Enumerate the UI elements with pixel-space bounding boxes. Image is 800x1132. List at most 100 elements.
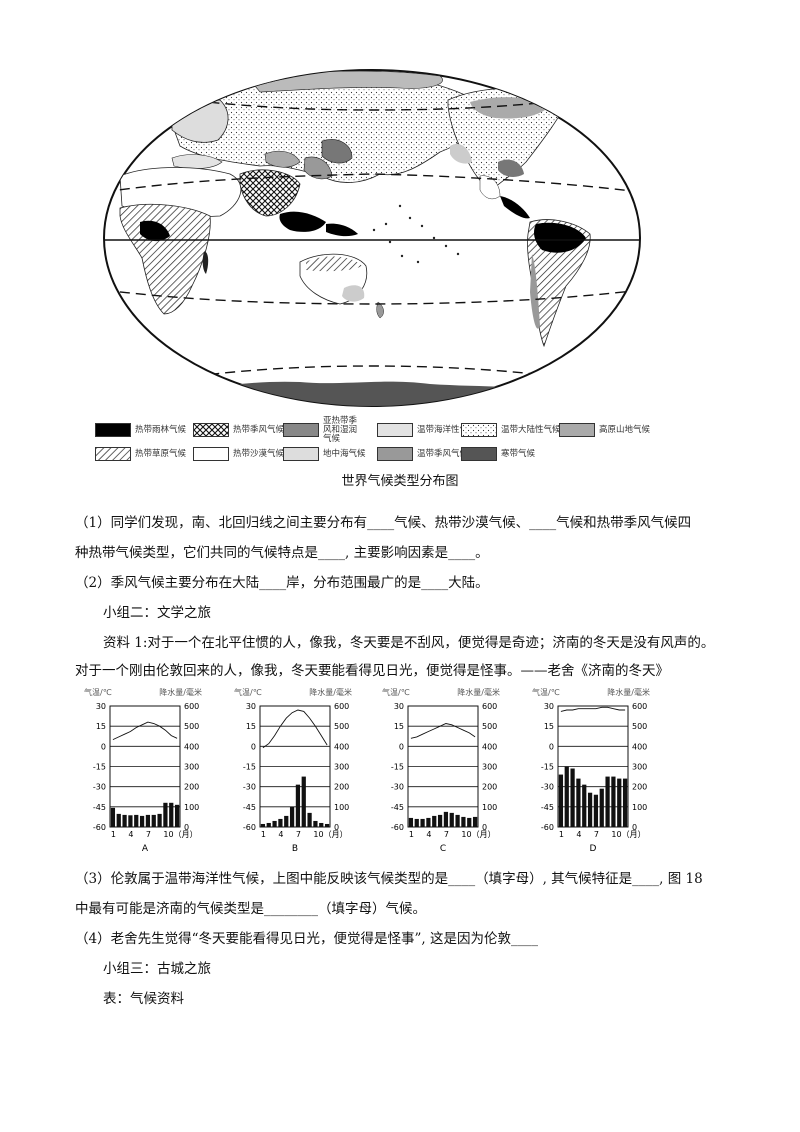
precipitation-bar [437,814,443,827]
precip-axis-title: 降水量/毫米 [309,687,352,697]
precip-tick-label: 100 [632,803,647,812]
temp-tick-label: -15 [243,763,256,772]
precip-tick-label: 200 [184,783,199,792]
legend-label: 热带沙漠气候 [233,448,285,459]
legend-item: 热带季风气候 [193,420,284,440]
temp-tick-label: 0 [549,742,554,751]
precipitation-bar [284,815,289,827]
legend-swatch [193,423,229,437]
temp-tick-label: -45 [391,803,404,812]
x-tick-label: 7 [296,830,301,839]
temp-tick-label: 30 [544,702,554,711]
x-tick-label: 7 [594,830,599,839]
precipitation-bar [455,814,460,827]
precip-tick-label: 300 [482,763,497,772]
legend-swatch [559,423,595,437]
precipitation-bar [576,778,581,827]
legend-label: 温带大陆性气候 [501,424,561,435]
temp-tick-label: 30 [394,702,404,711]
legend-item: 地中海气候 [283,444,366,464]
legend-swatch [193,447,229,461]
precipitation-bar [266,822,271,827]
precipitation-bar [278,818,283,827]
temp-tick-label: -45 [541,803,554,812]
temp-tick-label: 15 [394,722,404,731]
x-tick-label: 4 [128,830,133,839]
precipitation-bar [139,815,145,827]
precipitation-bar [593,794,599,827]
precipitation-bar [174,804,180,827]
precipitation-bar [587,792,593,827]
precip-tick-label: 0 [632,823,637,832]
x-tick-label: 7 [146,830,151,839]
temp-tick-label: -30 [391,783,404,792]
question-1-line-1: （1）同学们发现，南、北回归线之间主要分布有____气候、热带沙漠气候、____… [75,515,692,531]
x-tick-label: 4 [426,830,431,839]
question-4: （4）老舍先生觉得“冬天要能看得见日光，便觉得是怪事”, 这是因为伦敦____ [75,931,538,947]
precip-tick-label: 400 [632,742,647,751]
temp-axis-title: 气温/℃ [382,687,410,697]
precipitation-bar [443,811,449,827]
x-tick-label: 1 [409,830,414,839]
question-3-line-1: （3）伦敦属于温带海洋性气候，上图中能反映该气候类型的是____（填字母）, 其… [75,871,703,887]
temp-tick-label: 30 [96,702,106,711]
precipitation-bar [432,815,437,827]
precip-tick-label: 200 [482,783,497,792]
chart-label: A [142,844,149,854]
legend-item: 热带草原气候 [95,444,186,464]
legend-label: 温带海洋性气候 [417,424,477,435]
precip-tick-label: 300 [632,763,647,772]
temp-tick-label: -30 [93,783,106,792]
legend-item: 寒带气候 [461,444,535,464]
x-tick-label: 1 [111,830,116,839]
legend-label: 温带季风气候 [417,448,469,459]
precip-axis-title: 降水量/毫米 [159,687,202,697]
precip-axis-title: 降水量/毫米 [607,687,650,697]
precipitation-bar [570,768,575,827]
x-tick-label: 1 [559,830,564,839]
x-tick-label: 10（月） [163,830,197,839]
material-1-line-2: 对于一个刚由伦敦回来的人，像我，冬天要能看得见日光，便觉得是怪事。——老舍《济南… [75,663,669,679]
precipitation-bar [307,812,312,827]
legend-label: 亚热带季风和湿润气候 [323,415,358,444]
temp-tick-label: -60 [391,823,404,832]
chart-label: D [590,844,597,854]
precipitation-bar [151,814,156,827]
precip-tick-label: 600 [334,702,349,711]
question-2: （2）季风气候主要分布在大陆____岸，分布范围最广的是____大陆。 [75,575,489,591]
legend-label: 热带草原气候 [135,448,187,459]
temperature-line [262,709,328,749]
table-label: 表：气候资料 [103,991,184,1007]
precip-axis-title: 降水量/毫米 [457,687,500,697]
precipitation-bar [169,802,174,827]
x-tick-label: 10（月） [461,830,495,839]
material-1-line-1: 资料 1:对于一个在北平住惯的人，像我，冬天要是不刮风，便觉得是奇迹；济南的冬天… [103,635,715,651]
temp-tick-label: 0 [399,742,404,751]
legend-label: 高原山地气候 [599,424,651,435]
precipitation-bar [145,814,151,827]
temp-axis-title: 气温/℃ [234,687,262,697]
precipitation-bar [116,813,121,827]
precipitation-bar [272,820,277,827]
legend-swatch [377,423,413,437]
legend-label: 地中海气候 [323,448,366,459]
temp-tick-label: 15 [246,722,256,731]
legend-swatch [283,423,319,437]
legend-swatch [461,447,497,461]
precip-tick-label: 400 [482,742,497,751]
group-2-heading: 小组二：文学之旅 [103,605,211,621]
legend-swatch [461,423,497,437]
group-3-heading: 小组三：古城之旅 [103,961,211,977]
temperature-line [112,721,178,741]
precipitation-bar [558,774,564,827]
world-climate-map [103,69,641,407]
precip-tick-label: 0 [184,823,189,832]
legend-item: 热带雨林气候 [95,420,186,440]
precip-tick-label: 400 [334,742,349,751]
precipitation-bar [260,823,266,827]
legend-item: 亚热带季风和湿润气候 [283,416,363,443]
legend-item: 温带季风气候 [377,444,468,464]
temp-tick-label: 15 [544,722,554,731]
precipitation-bar [122,814,127,827]
temperature-line [410,723,476,739]
